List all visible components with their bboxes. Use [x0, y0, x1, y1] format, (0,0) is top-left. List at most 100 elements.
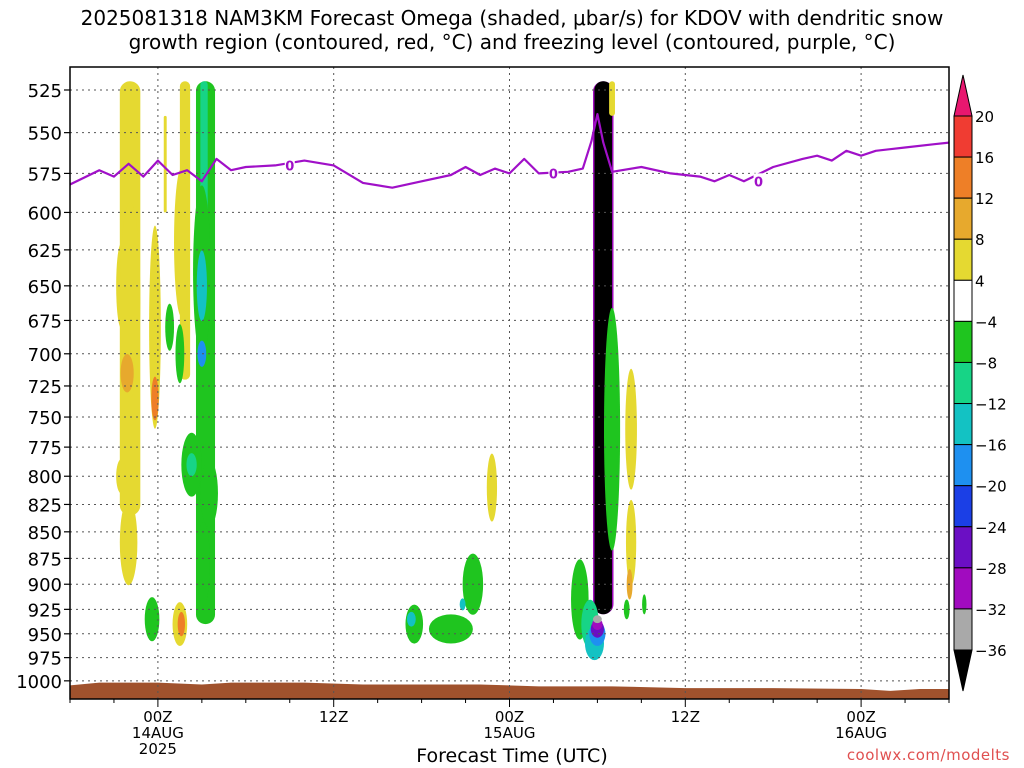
omega-shade-12	[196, 521, 210, 606]
omega-shade-24	[459, 598, 466, 611]
colorbar-label-6: −8	[975, 354, 997, 372]
omega-shade-38	[642, 594, 647, 615]
x-tick-year-6: 2025	[139, 740, 177, 758]
y-tick-label-800: 800	[28, 467, 62, 488]
colorbar-segment-8	[953, 403, 973, 446]
site-credit: coolwx.com/modelts	[846, 746, 1010, 764]
colorbar-label-9: −20	[975, 478, 1007, 496]
ground-fill	[70, 682, 949, 699]
colorbar-label-12: −32	[975, 601, 1007, 619]
omega-shading	[116, 81, 647, 661]
y-tick-label-600: 600	[28, 203, 62, 224]
colorbar-segment-9	[953, 444, 973, 487]
colorbar-segment-4	[953, 238, 973, 281]
omega-column-1	[163, 115, 167, 213]
y-tick-label-725: 725	[28, 377, 62, 398]
chart-title: 2025081318 NAM3KM Forecast Omega (shaded…	[0, 6, 1024, 54]
colorbar-label-7: −12	[975, 396, 1007, 414]
y-tick-label-750: 750	[28, 408, 62, 429]
chart-title-line2: growth region (contoured, red, °C) and f…	[128, 30, 896, 54]
omega-shade-7	[174, 168, 189, 317]
colorbar-segment-7	[953, 361, 973, 405]
freeze-label-bg-0	[284, 157, 295, 173]
colorbar-segment-6	[953, 320, 973, 363]
omega-shade-33	[603, 307, 621, 551]
y-tick-label-875: 875	[28, 549, 62, 570]
y-tick-label-950: 950	[28, 625, 62, 646]
colorbar-segment-3	[953, 197, 973, 240]
omega-shade-6	[151, 376, 159, 421]
colorbar-segment-11	[953, 526, 973, 569]
omega-shade-32	[593, 615, 602, 624]
freeze-label-1: 0	[549, 167, 558, 182]
x-tick-label-30: 00Z	[495, 708, 524, 726]
y-tick-label-650: 650	[28, 277, 62, 298]
colorbar-top-arrow	[953, 74, 973, 117]
y-tick-label-975: 975	[28, 649, 62, 670]
x-tick-label-54: 00Z	[846, 708, 875, 726]
y-tick-label-525: 525	[28, 81, 62, 102]
colorbar-segment-5	[953, 279, 973, 322]
x-tick-label-6: 00Z	[143, 708, 172, 726]
omega-shade-10	[186, 453, 197, 477]
x-tick-date-30: 15AUG	[484, 724, 536, 742]
x-tick-label-42: 12Z	[671, 708, 700, 726]
freezing-level-line	[70, 113, 949, 189]
omega-shade-4	[120, 353, 134, 393]
x-tick-label-18: 12Z	[319, 708, 348, 726]
freeze-label-0: 0	[285, 159, 294, 174]
colorbar-segment-12	[953, 567, 973, 610]
x-tick-date-54: 16AUG	[835, 724, 887, 742]
omega-shade-16	[165, 303, 175, 351]
colorbar: 20 16 12 8 4 −4 −8 −12 −16 −20 −24 −28 −32 −36	[953, 74, 1007, 692]
omega-shade-3	[119, 499, 138, 586]
y-tick-label-550: 550	[28, 124, 62, 145]
omega-shade-1	[116, 459, 127, 494]
colorbar-segment-13	[953, 608, 973, 651]
colorbar-label-0: 20	[975, 108, 994, 126]
colorbar-label-1: 16	[975, 149, 994, 167]
colorbar-label-8: −16	[975, 437, 1007, 455]
y-tick-label-775: 775	[28, 438, 62, 459]
omega-shade-19	[177, 611, 186, 637]
freezing-level-contour: 0 0 0	[70, 113, 949, 190]
y-tick-label-900: 900	[28, 575, 62, 596]
y-tick-label-575: 575	[28, 164, 62, 185]
x-tick-date-6: 14AUG	[132, 724, 184, 742]
omega-shade-11	[200, 459, 218, 528]
chart-title-line1: 2025081318 NAM3KM Forecast Omega (shaded…	[80, 6, 944, 30]
y-tick-label-700: 700	[28, 345, 62, 366]
omega-shade-13	[196, 250, 207, 322]
freeze-label-2: 0	[754, 175, 763, 190]
omega-shade-34	[625, 368, 637, 490]
axes: 525 550 575 600 625 650 675 700 725 750 775 800 825 8…	[16, 66, 950, 758]
omega-column-7	[609, 81, 615, 116]
y-tick-label-1000: 1000	[16, 672, 62, 693]
omega-shade-2	[119, 202, 141, 398]
omega-shade-37	[623, 599, 630, 620]
colorbar-segment-2	[953, 156, 973, 199]
freeze-label-bg-1	[548, 165, 559, 181]
omega-shade-14	[197, 340, 207, 367]
colorbar-label-4: 4	[975, 272, 985, 290]
omega-shade-21	[406, 611, 416, 627]
colorbar-label-10: −24	[975, 519, 1007, 537]
omega-shade-22	[428, 614, 473, 644]
y-tick-label-625: 625	[28, 241, 62, 262]
omega-shade-35	[625, 499, 637, 586]
colorbar-segment-1	[953, 115, 973, 158]
colorbar-label-3: 8	[975, 231, 985, 249]
y-tick-label-925: 925	[28, 600, 62, 621]
omega-shade-25	[486, 453, 498, 522]
y-tick-label-675: 675	[28, 311, 62, 332]
colorbar-segment-10	[953, 485, 973, 528]
colorbar-bottom-arrow	[953, 649, 973, 692]
ground-terrain	[70, 682, 949, 699]
omega-shade-17	[144, 597, 160, 642]
colorbar-label-5: −4	[975, 313, 997, 331]
freeze-label-bg-2	[753, 173, 764, 189]
colorbar-label-11: −28	[975, 560, 1007, 578]
y-tick-label-850: 850	[28, 523, 62, 544]
x-axis-label: Forecast Time (UTC)	[416, 745, 608, 767]
